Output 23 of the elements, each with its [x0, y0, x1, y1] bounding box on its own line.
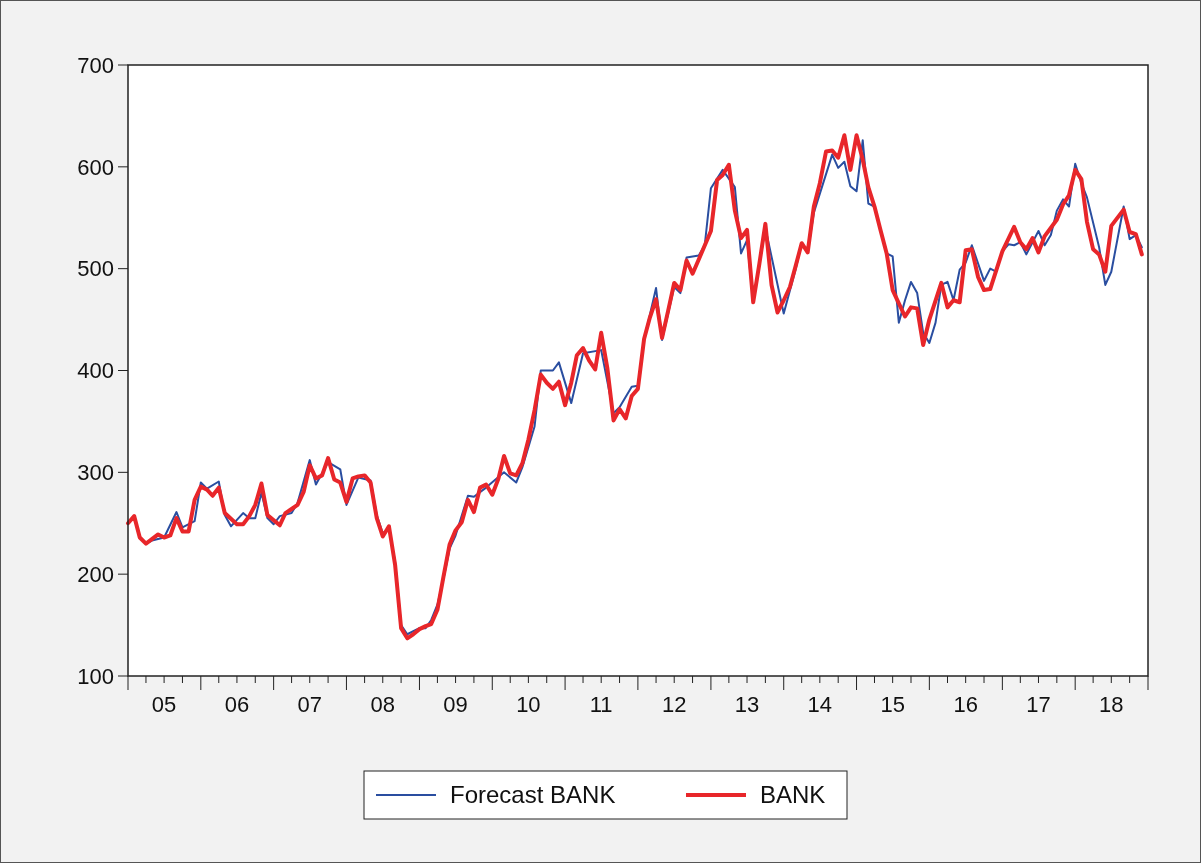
x-tick-label: 16: [953, 692, 978, 717]
y-tick-label: 600: [77, 154, 114, 180]
y-tick-label: 500: [77, 256, 114, 282]
y-tick-label: 700: [77, 52, 114, 78]
x-tick-label: 13: [734, 692, 760, 717]
x-tick-label: 05: [151, 692, 177, 717]
x-tick-label: 15: [880, 692, 905, 717]
x-tick-label: 06: [224, 692, 250, 717]
x-tick-label: 08: [370, 692, 395, 717]
x-tick-label: 18: [1099, 692, 1124, 717]
legend-label: BANK: [760, 781, 826, 809]
x-tick-label: 14: [807, 692, 833, 717]
x-tick-label: 11: [589, 692, 613, 717]
x-tick-label: 10: [516, 692, 541, 717]
x-tick-label: 17: [1026, 692, 1051, 717]
x-tick-label: 09: [443, 692, 468, 717]
y-tick-label: 100: [77, 663, 114, 689]
legend-label: Forecast BANK: [450, 781, 616, 809]
y-tick-label: 200: [77, 561, 114, 587]
x-tick-label: 07: [297, 692, 322, 717]
y-tick-label: 300: [77, 460, 114, 486]
y-tick-label: 400: [77, 358, 114, 384]
x-tick-label: 12: [661, 692, 687, 717]
